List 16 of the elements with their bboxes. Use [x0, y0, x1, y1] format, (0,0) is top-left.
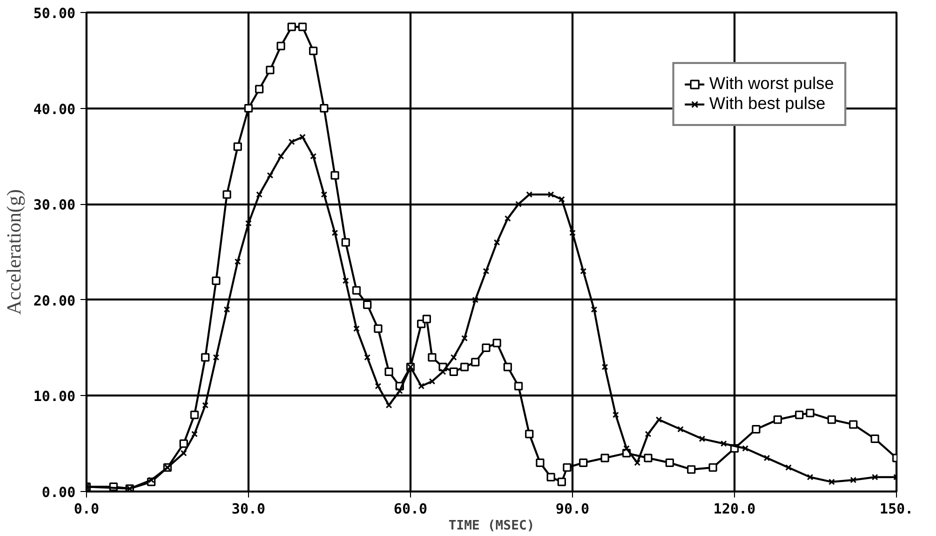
y-tick-label: 0.00 — [42, 485, 76, 501]
x-tick-label: 120.0 — [713, 502, 756, 518]
x-tick-label: 90.0 — [556, 502, 590, 518]
y-tick-label: 20.00 — [33, 293, 76, 310]
x-tick-label: 0.0 — [74, 502, 100, 518]
x-axis-title: TIME (MSEC) — [448, 518, 535, 534]
y-tick-label: 50.00 — [33, 6, 76, 22]
y-tick-label: 10.00 — [33, 389, 76, 406]
y-axis-title: Acceleration(g) — [3, 189, 26, 315]
x-tick-label: 30.0 — [232, 502, 266, 518]
legend-label: With best pulse — [709, 94, 826, 114]
x-tick-label: 150. — [880, 502, 914, 518]
legend-label: With worst pulse — [709, 74, 834, 94]
y-tick-label: 40.00 — [33, 102, 76, 118]
x-tick-label: 60.0 — [394, 502, 428, 518]
y-tick-label: 30.00 — [33, 198, 76, 214]
